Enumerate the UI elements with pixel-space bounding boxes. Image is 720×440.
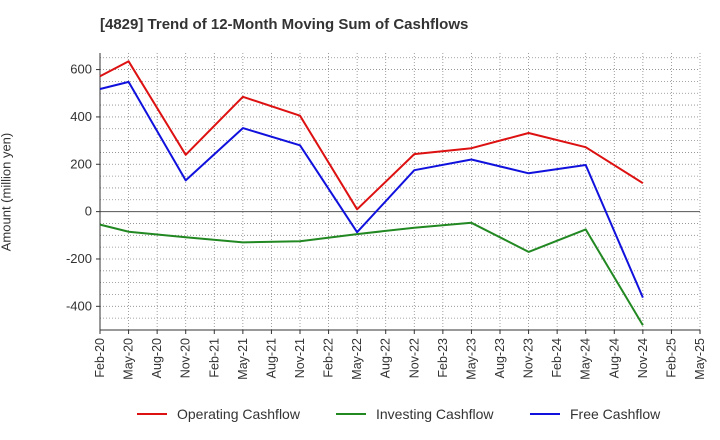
- series-line-investing: [99, 221, 644, 326]
- x-tick-label-9: May-22: [350, 338, 364, 380]
- legend-item-investing: Investing Cashflow: [336, 406, 494, 422]
- x-tick-label-8: Feb-22: [322, 338, 336, 378]
- x-tick-label-3: Nov-20: [179, 338, 193, 378]
- x-tick-label-6: Aug-21: [264, 338, 278, 378]
- x-tick-label-7: Nov-21: [293, 338, 307, 378]
- plot-area: [100, 53, 700, 330]
- x-tick-label-12: Feb-23: [436, 338, 450, 378]
- x-tick-label-13: May-23: [464, 338, 478, 380]
- legend-item-operating: Operating Cashflow: [137, 406, 300, 422]
- legend-swatch-free: [530, 413, 560, 415]
- x-tick-label-4: Feb-21: [207, 338, 221, 378]
- y-tick-label-5: -400: [66, 298, 92, 313]
- x-tick-label-0: Feb-20: [93, 338, 107, 378]
- y-tick-label-4: -200: [66, 251, 92, 266]
- chart-title: [4829] Trend of 12-Month Moving Sum of C…: [100, 16, 469, 33]
- y-tick-label-0: 600: [70, 62, 92, 77]
- x-tick-label-15: Nov-23: [522, 338, 536, 378]
- x-tick-label-5: May-21: [236, 338, 250, 380]
- x-tick-label-16: Feb-24: [550, 338, 564, 378]
- x-tick-label-14: Aug-23: [493, 338, 507, 378]
- legend-label-operating: Operating Cashflow: [177, 406, 300, 422]
- series-line-free: [99, 80, 644, 298]
- x-tick-label-17: May-24: [579, 338, 593, 380]
- legend-swatch-investing: [336, 413, 366, 415]
- legend-label-investing: Investing Cashflow: [376, 406, 494, 422]
- y-tick-label-1: 400: [70, 109, 92, 124]
- legend-label-free: Free Cashflow: [570, 406, 661, 422]
- legend-item-free: Free Cashflow: [530, 406, 660, 422]
- x-tick-label-21: May-25: [693, 338, 707, 380]
- x-tick-label-10: Aug-22: [379, 338, 393, 378]
- series-line-operating: [99, 60, 644, 211]
- y-tick-label-3: 0: [85, 204, 92, 219]
- x-tick-label-1: May-20: [122, 338, 136, 380]
- x-tick-label-2: Aug-20: [150, 338, 164, 378]
- x-tick-label-18: Aug-24: [607, 338, 621, 378]
- x-tick-label-11: Nov-22: [407, 338, 421, 378]
- legend-swatch-operating: [137, 413, 167, 415]
- legend: Operating Cashflow Investing Cashflow Fr…: [0, 406, 720, 426]
- y-tick-label-2: 200: [70, 156, 92, 171]
- x-tick-label-20: Feb-25: [664, 338, 678, 378]
- x-tick-label-19: Nov-24: [636, 338, 650, 378]
